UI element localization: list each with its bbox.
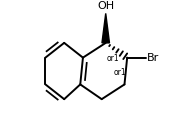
Text: or1: or1 bbox=[114, 68, 126, 77]
Text: Br: Br bbox=[147, 53, 160, 63]
Polygon shape bbox=[102, 13, 109, 43]
Text: or1: or1 bbox=[107, 54, 120, 63]
Text: OH: OH bbox=[97, 1, 114, 11]
